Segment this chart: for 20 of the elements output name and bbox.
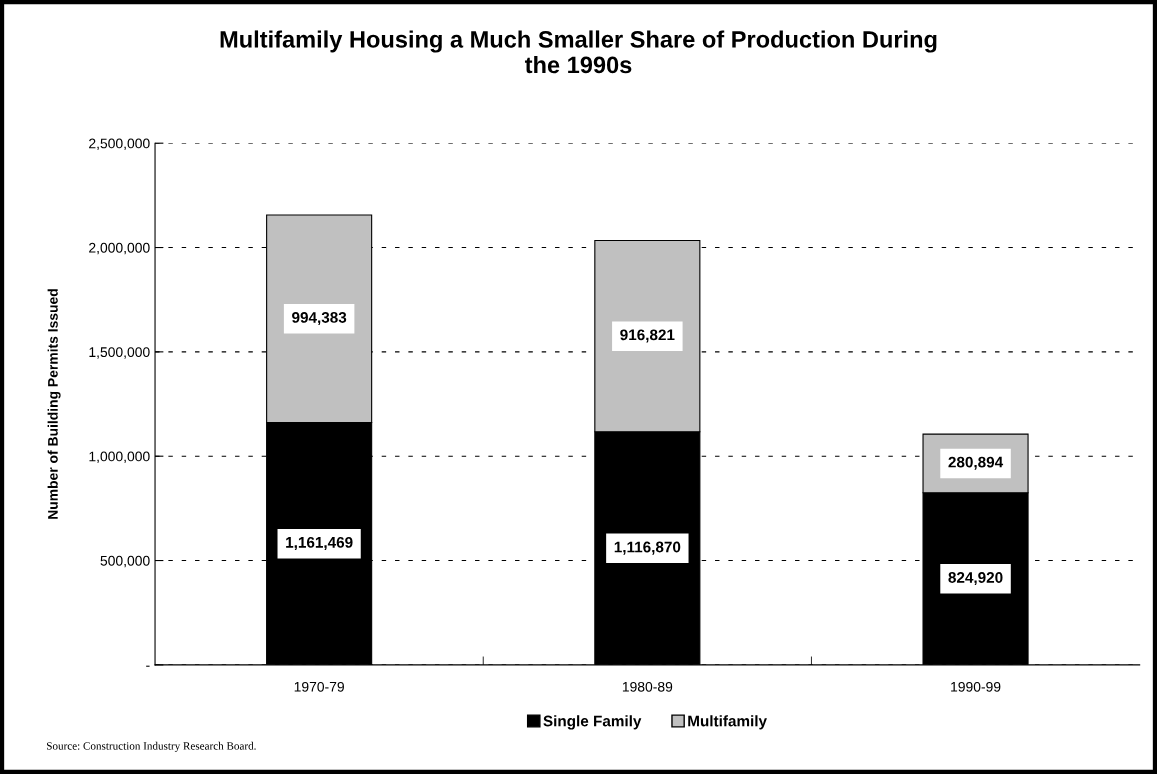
source-note: Source: Construction Industry Research Board. <box>47 741 256 752</box>
y-tick-label: 2,000,000 <box>89 242 150 255</box>
y-tick-label: 2,500,000 <box>89 138 150 150</box>
data-label: 994,383 <box>292 312 347 326</box>
data-label: 824,920 <box>948 572 1003 586</box>
x-tick-label: 1990-99 <box>951 681 1001 692</box>
y-tick-label: 500,000 <box>100 555 150 568</box>
data-label: 916,821 <box>620 329 675 343</box>
data-label: 1,161,469 <box>286 536 353 550</box>
y-axis-title: Number of Building Permits Issued <box>47 289 61 519</box>
legend-label: Single Family <box>543 715 642 730</box>
y-tick-label: 1,500,000 <box>89 347 150 359</box>
chart-title: Multifamily Housing a Much Smaller Share of Production During the 1990s <box>220 30 937 74</box>
legend-label: Multifamily <box>688 715 767 730</box>
x-tick-label: 1980-89 <box>622 681 673 692</box>
y-tick-label: - <box>146 665 150 667</box>
x-tick-label: 1970-79 <box>294 681 344 692</box>
data-label: 1,116,870 <box>614 541 681 555</box>
data-label: 280,894 <box>948 456 1004 470</box>
y-tick-label: 1,000,000 <box>89 451 150 464</box>
